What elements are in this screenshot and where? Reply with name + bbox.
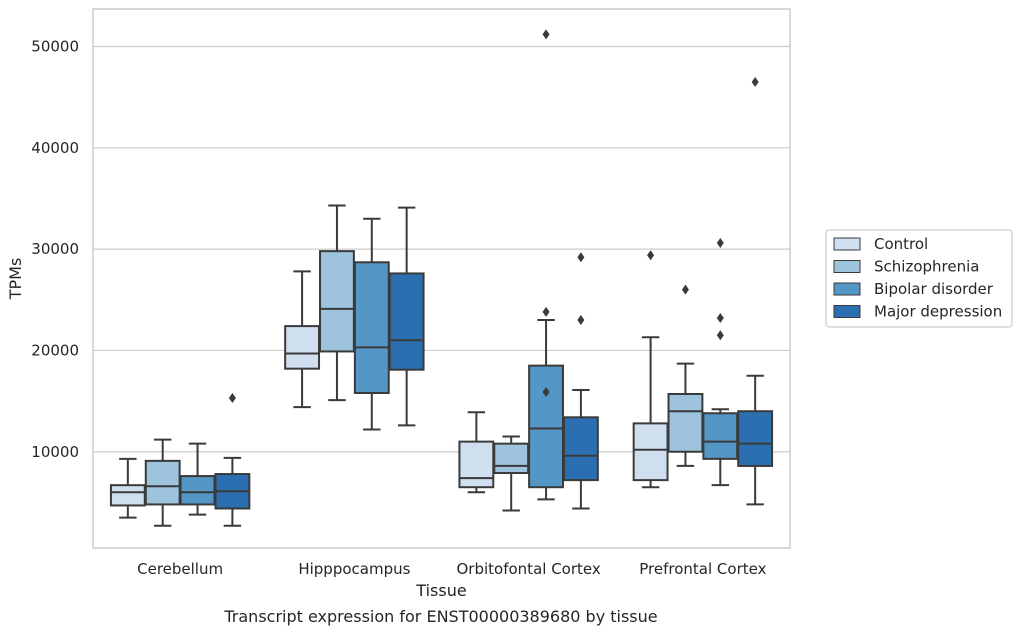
outlier-point <box>716 238 724 249</box>
legend-item[interactable]: Bipolar disorder <box>833 280 994 298</box>
outlier-point <box>716 313 724 324</box>
legend-swatch <box>833 305 861 318</box>
y-tick-labels: 10000 20000 30000 40000 50000 <box>31 37 79 460</box>
y-tick-label: 20000 <box>31 341 79 359</box>
legend-swatch <box>833 260 861 273</box>
box-3-1 <box>458 411 495 494</box>
legend-frame <box>825 229 1013 328</box>
box-iqr <box>632 422 669 482</box>
box-4-2 <box>667 284 704 467</box>
outlier-point <box>577 252 585 263</box>
box-iqr <box>528 364 564 489</box>
box-1-4 <box>214 393 251 527</box>
x-tick-labels: Cerebellum Hipppocampus Orbitofontal Corte… <box>137 560 766 578</box>
legend-item[interactable]: Control <box>833 235 928 253</box>
legend[interactable]: Control Schizophrenia Bipolar disorder Majo… <box>825 229 1013 328</box>
box-iqr <box>737 410 774 467</box>
y-tick-label: 50000 <box>31 37 79 55</box>
legend-label: Bipolar disorder <box>874 280 994 298</box>
plot-frame <box>92 8 791 549</box>
box-2-3 <box>353 217 390 431</box>
x-tick-label: Hipppocampus <box>298 560 410 578</box>
y-axis-title: TPMs <box>6 258 25 301</box>
box-3-2 <box>493 435 530 512</box>
box-iqr <box>179 475 216 506</box>
box-iqr <box>353 261 390 394</box>
box-2-2 <box>319 204 355 402</box>
outlier-point <box>751 76 759 87</box>
legend-label: Major depression <box>874 303 1002 321</box>
box-iqr <box>319 250 355 353</box>
legend-label: Schizophrenia <box>874 258 979 276</box>
legend-swatch <box>833 282 861 296</box>
outlier-point <box>542 306 550 317</box>
box-1-1 <box>109 457 146 519</box>
outlier-point <box>542 29 550 40</box>
x-tick-label: Cerebellum <box>137 560 223 578</box>
y-tick-label: 40000 <box>31 139 79 157</box>
box-iqr <box>284 325 321 370</box>
box-iqr <box>144 459 181 506</box>
box-iqr <box>109 484 146 507</box>
outlier-point <box>228 393 236 404</box>
box-1-3 <box>179 442 216 516</box>
box-iqr <box>562 416 599 482</box>
outlier-point <box>647 250 655 261</box>
box-4-4 <box>737 76 774 506</box>
chart-title: Transcript expression for ENST0000038968… <box>223 607 657 626</box>
box-iqr <box>667 393 704 453</box>
box-2-4 <box>388 206 425 427</box>
outlier-point <box>542 386 550 397</box>
legend-item[interactable]: Major depression <box>833 303 1002 321</box>
box-4-1 <box>632 250 669 489</box>
x-tick-label: Orbitofontal Cortex <box>457 560 601 578</box>
y-tick-label: 10000 <box>31 443 79 461</box>
legend-item[interactable]: Schizophrenia <box>833 258 979 276</box>
box-4-3 <box>702 238 739 487</box>
y-tick-label: 30000 <box>31 240 79 258</box>
outlier-point <box>577 315 585 326</box>
box-plots <box>109 29 774 527</box>
box-1-2 <box>144 438 181 527</box>
x-tick-label: Prefrontal Cortex <box>639 560 766 578</box>
box-iqr <box>458 440 495 489</box>
box-3-3 <box>528 29 564 501</box>
box-3-4 <box>562 252 599 510</box>
box-iqr <box>493 442 530 475</box>
outlier-point <box>716 330 724 341</box>
box-2-1 <box>284 270 321 409</box>
box-iqr <box>702 412 739 460</box>
box-iqr <box>388 272 425 371</box>
legend-swatch <box>833 237 861 251</box>
legend-label: Control <box>874 235 928 253</box>
x-axis-title: Tissue <box>415 581 466 600</box>
outlier-point <box>681 284 689 295</box>
